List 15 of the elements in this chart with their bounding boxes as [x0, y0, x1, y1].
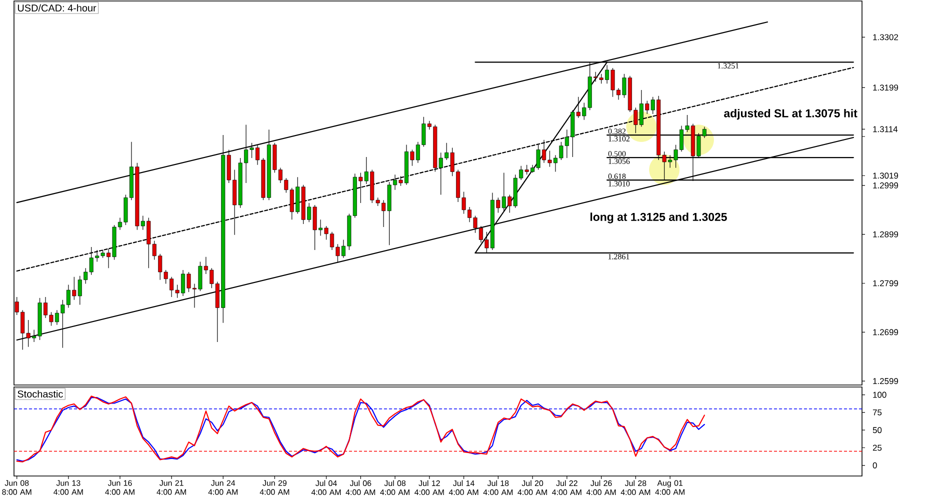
- y-tick-label: 1.2799: [873, 280, 898, 286]
- y-tick-label: 1.2999: [873, 182, 898, 188]
- y-tick-label: 50: [872, 427, 882, 434]
- y-tick-label: 0: [872, 462, 877, 468]
- y-tick-label: 25: [872, 444, 882, 451]
- y-tick-label: 1.3199: [873, 84, 898, 91]
- y-tick-label: 75: [872, 409, 882, 416]
- y-tick-label: 1.3302: [873, 34, 898, 40]
- y-tick-label: 1.3114: [873, 126, 898, 132]
- y-tick-label: 1.2899: [873, 231, 898, 238]
- y-tick-label: 100: [873, 392, 886, 398]
- chart-title: Stochastic: [18, 390, 63, 398]
- y-tick-label: 1.2599: [873, 378, 898, 384]
- y-tick-label: 1.2699: [873, 329, 898, 336]
- y-tick-label: 1.3019: [873, 172, 898, 179]
